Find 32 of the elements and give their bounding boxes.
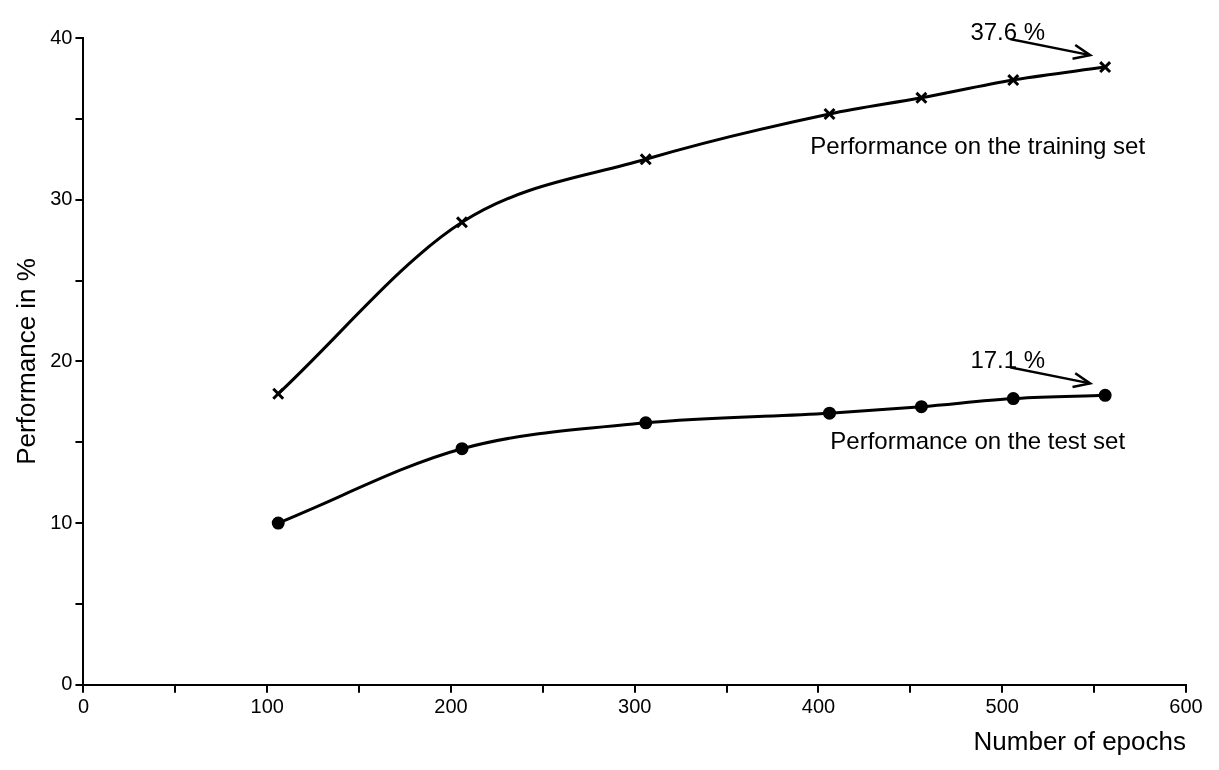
series-label: Performance on the training set	[810, 131, 1146, 159]
point	[271, 387, 285, 401]
point	[271, 516, 285, 530]
x-tick-label: 0	[77, 695, 90, 718]
annotation: 17.1 %	[970, 345, 1046, 373]
x-tick-label: 300	[618, 695, 652, 718]
point	[639, 416, 653, 430]
y-axis-title: Performance in %	[10, 258, 41, 465]
y-tick-label: 40	[50, 25, 73, 48]
point	[914, 400, 928, 414]
x-tick-label: 500	[985, 695, 1019, 718]
x-axis-title: Number of epochs	[973, 725, 1186, 756]
annotation: 37.6 %	[970, 17, 1046, 45]
point	[914, 91, 928, 105]
point	[1098, 60, 1112, 74]
y-tick-label: 30	[50, 187, 73, 210]
point	[823, 107, 836, 121]
y-tick-label: 0	[61, 672, 73, 695]
x-tick-label: 400	[801, 695, 836, 718]
y-tick-label: 10	[50, 510, 73, 533]
x-tick-label: 200	[434, 695, 468, 718]
point	[823, 406, 837, 420]
point	[639, 152, 653, 166]
y-tick-label: 20	[50, 348, 73, 371]
point	[455, 215, 469, 229]
point	[1006, 392, 1020, 406]
point	[1006, 73, 1020, 87]
series-label: Performance on the test set	[830, 426, 1126, 454]
x-tick-label: 100	[250, 695, 284, 718]
point	[1098, 388, 1112, 402]
x-tick-label: 600	[1169, 695, 1203, 718]
point	[455, 442, 469, 456]
